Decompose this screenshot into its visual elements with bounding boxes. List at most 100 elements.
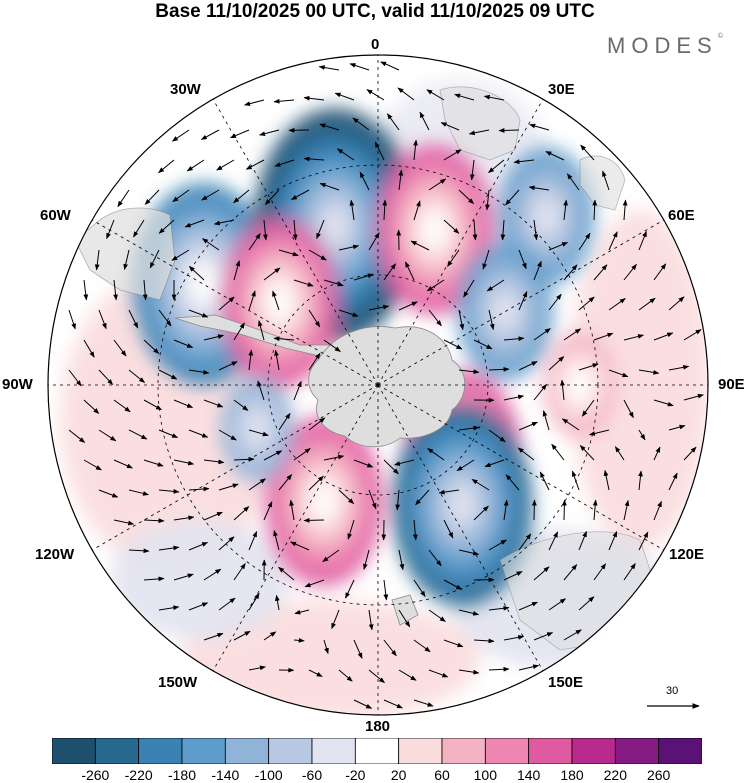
wind-arrow xyxy=(158,159,175,174)
wind-arrow xyxy=(186,159,205,172)
wind-arrow xyxy=(503,394,525,401)
wind-arrow xyxy=(368,304,390,311)
wind-arrow xyxy=(608,298,626,311)
meridian-line xyxy=(377,384,544,671)
wind-arrow xyxy=(233,506,250,521)
wind-arrow xyxy=(113,339,127,357)
wind-arrow xyxy=(94,249,100,271)
wind-arrow xyxy=(349,63,370,71)
wind-arrow xyxy=(188,369,210,375)
colorbar-swatch xyxy=(484,738,530,764)
meridian-line xyxy=(92,384,379,551)
wind-arrow xyxy=(259,129,280,136)
wind-arrow xyxy=(218,483,239,491)
wind-arrow xyxy=(213,219,235,226)
wind-arrow xyxy=(518,533,532,551)
lon-label-180: 180 xyxy=(365,718,391,735)
wind-arrow xyxy=(218,429,237,441)
wind-arrow xyxy=(218,361,238,371)
wind-arrow xyxy=(518,601,538,611)
lon-label-30w: 30W xyxy=(170,81,201,98)
wind-arrow xyxy=(303,156,325,162)
wind-arrow xyxy=(428,669,449,678)
wind-arrow xyxy=(366,89,385,101)
wind-arrow xyxy=(608,531,618,551)
wind-arrow xyxy=(158,219,175,234)
wind-arrow xyxy=(173,515,195,521)
wind-arrow xyxy=(473,339,493,350)
colorbar-tick-label: -20 xyxy=(345,767,366,783)
madagascar xyxy=(579,155,626,211)
wind-arrow xyxy=(368,669,385,684)
wind-arrow xyxy=(398,669,417,681)
wind-arrow xyxy=(458,189,475,205)
wind-arrow xyxy=(560,379,565,401)
wind-arrow xyxy=(83,339,95,358)
wind-arrow xyxy=(319,123,340,131)
wind-arrow xyxy=(113,279,118,301)
wind-arrow xyxy=(158,309,172,327)
wind-arrow xyxy=(290,541,310,551)
wind-arrow xyxy=(278,412,291,431)
wind-arrow xyxy=(143,518,165,524)
wind-arrow xyxy=(248,530,258,551)
wind-arrow xyxy=(353,459,374,468)
wind-arrow xyxy=(533,219,539,241)
wind-arrow xyxy=(98,489,119,498)
wind-arrow xyxy=(580,144,595,161)
wind-arrow xyxy=(603,469,610,491)
wind-arrow xyxy=(578,530,587,551)
wind-arrow xyxy=(548,356,565,371)
wind-arrow xyxy=(488,159,505,174)
wind-arrow xyxy=(143,576,165,582)
wind-arrow xyxy=(380,61,400,71)
wind-arrow xyxy=(245,159,265,170)
wind-arrow xyxy=(218,296,235,311)
wind-arrow xyxy=(338,489,355,505)
map-title: Base 11/10/2025 00 UTC, valid 11/10/2025… xyxy=(155,1,595,22)
colorbar-swatch xyxy=(528,738,573,764)
wind-arrow xyxy=(503,499,509,521)
wind-arrow xyxy=(323,639,329,655)
wind-arrow xyxy=(363,549,370,570)
wind-arrow xyxy=(308,249,327,261)
wind-arrow xyxy=(293,637,305,643)
wind-arrow xyxy=(588,429,610,436)
wind-arrow xyxy=(419,111,430,131)
lavender-patch-sw xyxy=(110,520,290,640)
wind-arrow xyxy=(203,632,224,641)
wind-arrow xyxy=(548,531,559,551)
wind-arrow xyxy=(201,189,220,201)
wind-arrow xyxy=(394,459,415,466)
wind-arrow xyxy=(563,199,569,221)
wind-arrow xyxy=(638,429,646,441)
wind-arrow xyxy=(233,630,251,641)
antarctica xyxy=(308,326,466,448)
wind-arrow xyxy=(482,249,490,270)
wind-arrow xyxy=(503,336,525,342)
wind-arrow xyxy=(368,489,377,510)
wind-arrow xyxy=(443,579,463,590)
wind-arrow xyxy=(338,244,360,251)
wind-arrow xyxy=(233,189,250,204)
wind-arrow xyxy=(533,328,551,341)
colorbar-swatch xyxy=(398,738,443,764)
wind-arrow xyxy=(622,199,628,221)
wind-arrow xyxy=(218,597,236,611)
wind-arrow xyxy=(653,446,661,461)
wind-arrow xyxy=(483,94,505,101)
wind-arrow xyxy=(318,65,340,71)
wind-arrow xyxy=(578,232,591,251)
new-zealand xyxy=(391,594,419,626)
wind-arrow xyxy=(248,290,256,311)
wind-arrow xyxy=(593,332,614,341)
wind-arrow xyxy=(469,159,475,181)
wind-vectors xyxy=(68,61,704,709)
wind-arrow xyxy=(428,609,446,622)
wind-arrow xyxy=(264,189,280,206)
wind-arrow xyxy=(149,249,160,269)
wind-arrow xyxy=(353,699,373,709)
wind-arrow xyxy=(273,336,295,342)
wind-arrow xyxy=(383,699,403,709)
wind-arrow xyxy=(653,500,662,521)
